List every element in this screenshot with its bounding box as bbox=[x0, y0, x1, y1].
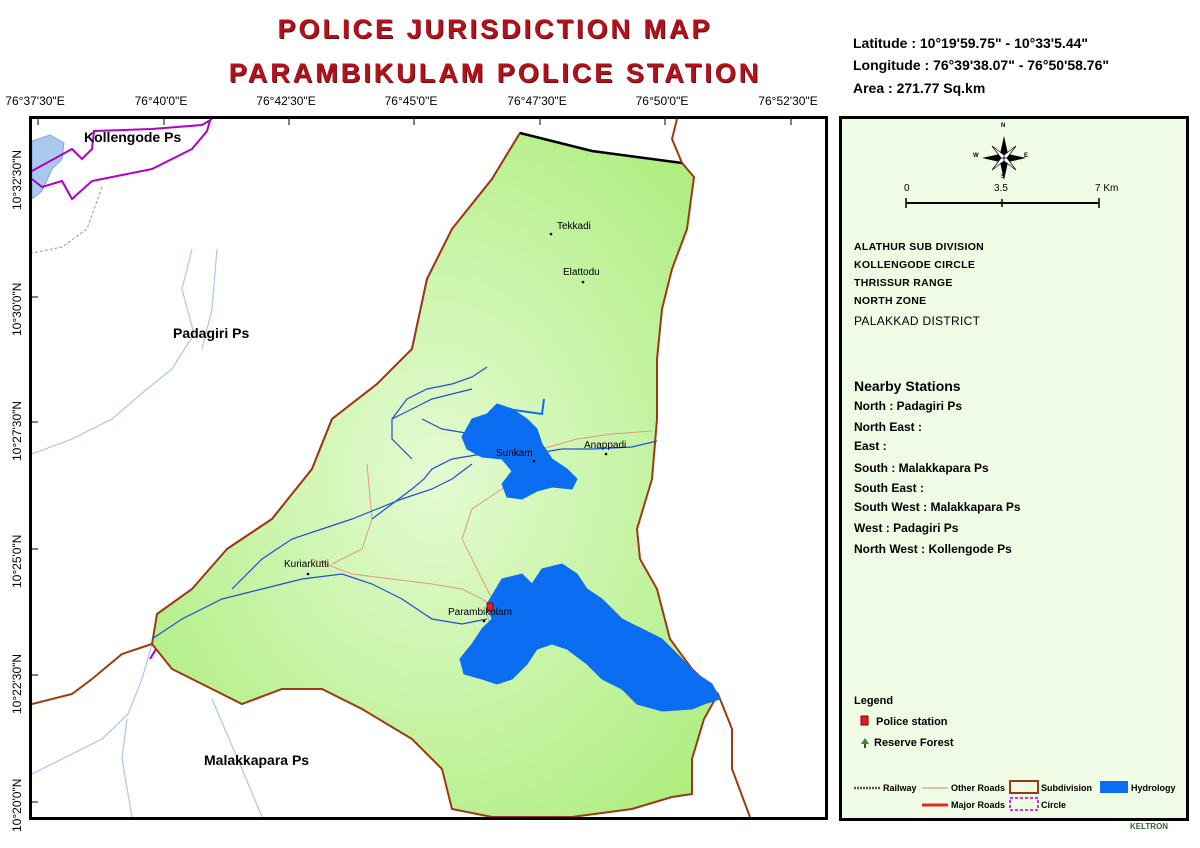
latitude-tick: 10°22'30"N bbox=[10, 653, 24, 714]
nearby-title: Nearby Stations bbox=[854, 378, 961, 394]
nearby-north: North : Padagiri Ps bbox=[854, 399, 963, 413]
longitude-tick: 76°45'0"E bbox=[384, 94, 438, 108]
kollengode-reservoir bbox=[32, 134, 65, 200]
legend-circle: Circle bbox=[1041, 800, 1067, 810]
longitude-tick: 76°50'0"E bbox=[635, 94, 689, 108]
nearby-north-west: North West : Kollengode Ps bbox=[854, 542, 1012, 556]
latitude-tick: 10°32'30"N bbox=[10, 149, 24, 210]
longitude-range: Longitude : 76°39'38.07" - 76°50'58.76" bbox=[853, 57, 1110, 73]
place-parambikulam: Parambikolam bbox=[448, 607, 512, 618]
compass-rose-icon bbox=[982, 136, 1026, 180]
area-value: Area : 271.77 Sq.km bbox=[853, 80, 986, 96]
place-tekkadi: Tekkadi bbox=[557, 221, 591, 232]
scale-bar bbox=[905, 198, 1100, 208]
legend-police-station: Police station bbox=[876, 716, 948, 728]
nearby-east: East : bbox=[854, 439, 887, 453]
legend-hydrology: Hydrology bbox=[1131, 783, 1176, 793]
place-kuriarkutti: Kuriarkutti bbox=[284, 559, 330, 570]
scale-end: 7 Km bbox=[1095, 183, 1119, 194]
jurisdiction-area bbox=[150, 131, 720, 817]
police-station-marker bbox=[486, 602, 494, 612]
compass-s: S bbox=[1001, 174, 1006, 180]
latitude-tick: 10°30'0"N bbox=[10, 282, 24, 336]
longitude-tick: 76°40'0"E bbox=[134, 94, 188, 108]
compass-w: W bbox=[973, 153, 979, 159]
legend-major-roads: Major Roads bbox=[951, 800, 1006, 810]
latitude-tick: 10°27'30"N bbox=[10, 400, 24, 461]
nearby-north-east: North East : bbox=[854, 420, 923, 434]
legend-reserve-forest: Reserve Forest bbox=[874, 737, 954, 749]
label-malakkapara-ps: Malakkapara Ps bbox=[204, 752, 310, 768]
hier-district: PALAKKAD DISTRICT bbox=[854, 314, 981, 328]
hier-circle: KOLLENGODE CIRCLE bbox=[854, 259, 976, 271]
place-markers bbox=[306, 232, 608, 623]
place-sunkam: Sunkam bbox=[496, 448, 533, 459]
reserve-forest-icon bbox=[861, 738, 869, 748]
keltron-logo: KELTRON bbox=[1130, 822, 1169, 831]
railway-outside bbox=[32, 186, 103, 254]
station-title: PARAMBIKULAM POLICE STATION bbox=[228, 58, 762, 88]
outside-streams bbox=[32, 248, 263, 817]
hier-subdivision: ALATHUR SUB DIVISION bbox=[854, 241, 985, 253]
label-padagiri-ps: Padagiri Ps bbox=[173, 325, 250, 341]
nearby-west: West : Padagiri Ps bbox=[854, 521, 959, 535]
place-elattodu: Elattodu bbox=[563, 267, 600, 278]
compass-e: E bbox=[1024, 153, 1029, 159]
map-title: POLICE JURISDICTION MAP bbox=[277, 14, 713, 44]
line-legend-swatches bbox=[854, 780, 1128, 811]
legend-subdivision: Subdivision bbox=[1041, 783, 1093, 793]
map-svg bbox=[32, 119, 792, 817]
label-kollengode-ps: Kollengode Ps bbox=[84, 129, 182, 145]
compass-n: N bbox=[1001, 123, 1006, 129]
parambikulam-reservoir bbox=[459, 563, 721, 712]
scale-zero: 0 bbox=[904, 183, 910, 194]
nearby-south: South : Malakkapara Ps bbox=[854, 461, 989, 475]
longitude-tick: 76°42'30"E bbox=[256, 94, 316, 108]
nearby-south-west: South West : Malakkapara Ps bbox=[854, 500, 1021, 514]
latitude-range: Latitude : 10°19'59.75" - 10°33'5.44" bbox=[853, 35, 1089, 51]
latitude-tick: 10°25'0"N bbox=[10, 534, 24, 588]
hier-range: THRISSUR RANGE bbox=[854, 277, 953, 289]
police-station-icon bbox=[860, 715, 869, 726]
sunkam-reservoir bbox=[461, 403, 578, 500]
legend-other-roads: Other Roads bbox=[951, 783, 1006, 793]
longitude-tick: 76°37'30"E bbox=[5, 94, 65, 108]
scale-mid: 3.5 bbox=[994, 183, 1008, 194]
circle-boundary bbox=[32, 119, 213, 201]
longitude-tick: 76°47'30"E bbox=[507, 94, 567, 108]
legend-railway: Railway bbox=[883, 783, 917, 793]
longitude-tick: 76°52'30"E bbox=[758, 94, 818, 108]
legend-title: Legend bbox=[854, 695, 894, 707]
latitude-tick: 10°20'0"N bbox=[10, 778, 24, 832]
hier-zone: NORTH ZONE bbox=[854, 295, 927, 307]
graticule-ticks bbox=[32, 119, 792, 803]
nearby-south-east: South East : bbox=[854, 481, 925, 495]
place-anappadi: Anappadi bbox=[584, 440, 627, 451]
legend-panel: N S E W 0 3.5 7 Km ALATHUR SUB DIVISION … bbox=[839, 116, 1189, 821]
map-canvas[interactable]: Kollengode Ps Padagiri Ps Malakkapara Ps… bbox=[29, 116, 828, 820]
